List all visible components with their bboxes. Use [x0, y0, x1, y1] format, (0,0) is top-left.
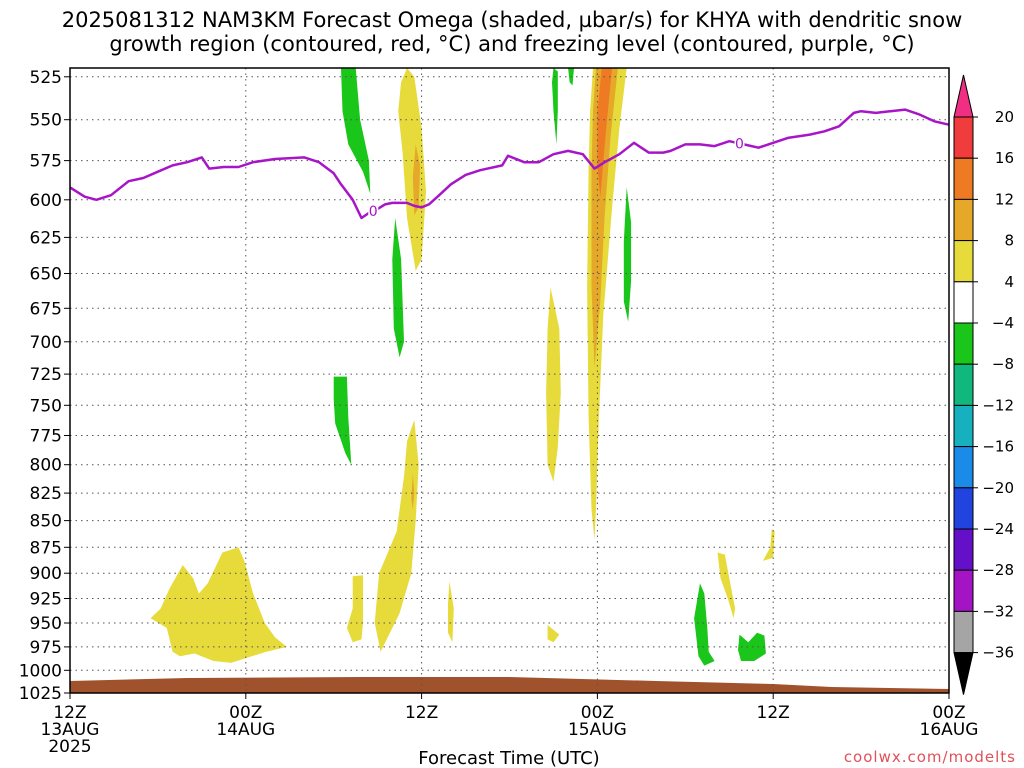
x-tick-label-h36-0: 00Z — [581, 703, 614, 723]
x-tick-label-h36-1: 15AUG — [568, 720, 627, 740]
colorbar-swatch-7 — [953, 363, 974, 406]
omega-region-16 — [150, 547, 287, 663]
y-tick-label-875: 875 — [30, 538, 62, 558]
y-tick-label-950: 950 — [30, 614, 62, 634]
colorbar-label-8: −16 — [982, 438, 1014, 456]
omega-region-3 — [392, 218, 404, 358]
y-tick-label-775: 775 — [30, 427, 62, 447]
colorbar-swatch-11 — [953, 528, 974, 571]
x-tick-label-h12-0: 00Z — [229, 703, 262, 723]
y-tick-label-700: 700 — [30, 333, 62, 353]
y-tick-label-600: 600 — [30, 191, 62, 211]
colorbar-swatch-2 — [953, 157, 974, 200]
colorbar-label-9: −20 — [982, 479, 1014, 497]
freezing-level-line — [69, 108, 950, 220]
colorbar-swatch-8 — [953, 404, 974, 448]
y-tick-label-900: 900 — [30, 564, 62, 584]
colorbar-label-5: −4 — [992, 314, 1014, 332]
colorbar-swatch-9 — [953, 446, 974, 489]
freezing-level-label-0: 0 — [369, 204, 378, 220]
omega-region-1 — [398, 68, 426, 271]
colorbar-swatch-14 — [953, 652, 974, 695]
omega-region-19 — [717, 552, 736, 619]
y-tick-label-825: 825 — [30, 484, 62, 504]
y-tick-label-650: 650 — [30, 265, 62, 285]
chart-title-line-2: growth region (contoured, red, °C) and f… — [109, 32, 914, 56]
omega-colorbar: 20 16 12 8 4 −4 −8 −12 −16 −20 −24 −28 −32 −36 — [953, 74, 1014, 695]
plot-shading — [150, 68, 775, 666]
y-tick-label-1025: 1025 — [19, 684, 62, 704]
plot-grid — [70, 68, 949, 693]
x-tick-label-h12-1: 14AUG — [216, 720, 275, 740]
y-tick-label-725: 725 — [30, 365, 62, 385]
omega-region-4 — [552, 68, 558, 145]
y-axis: 525 550 575 600 625 650 675 700 725 750 775 800 825 8… — [19, 68, 70, 704]
ground-layer — [70, 677, 949, 693]
omega-region-11 — [374, 419, 419, 652]
y-tick-label-800: 800 — [30, 456, 62, 476]
chart-title-line-1: 2025081312 NAM3KM Forecast Omega (shaded… — [62, 8, 963, 32]
omega-region-12 — [411, 473, 415, 510]
colorbar-swatch-0 — [953, 74, 974, 118]
x-tick-label-h0-2: 2025 — [48, 737, 91, 757]
colorbar-label-4: 4 — [1004, 273, 1014, 291]
x-tick-label-h60-0: 00Z — [932, 703, 965, 723]
x-tick-label-h24-0: 12Z — [405, 703, 438, 723]
colorbar-swatch-4 — [953, 240, 974, 283]
y-tick-label-975: 975 — [30, 638, 62, 658]
y-tick-label-750: 750 — [30, 396, 62, 416]
colorbar-label-6: −8 — [992, 355, 1014, 373]
colorbar-label-12: −32 — [982, 602, 1014, 620]
y-tick-label-675: 675 — [30, 299, 62, 319]
omega-region-18 — [694, 583, 715, 666]
omega-region-13 — [333, 376, 352, 465]
omega-region-2 — [412, 144, 421, 215]
y-tick-label-625: 625 — [30, 228, 62, 248]
omega-region-20 — [762, 529, 775, 561]
freezing-label-bg-1 — [734, 135, 745, 152]
colorbar-label-1: 16 — [995, 149, 1014, 167]
colorbar-swatch-10 — [953, 487, 974, 530]
x-tick-label-h0-0: 12Z — [53, 703, 86, 723]
y-tick-label-850: 850 — [30, 512, 62, 532]
x-tick-label-h0-1: 13AUG — [41, 720, 100, 740]
colorbar-label-10: −24 — [982, 520, 1014, 538]
y-tick-label-525: 525 — [30, 68, 62, 88]
omega-region-15 — [448, 581, 454, 643]
credit-text: coolwx.com/modelts — [844, 748, 1016, 766]
colorbar-label-0: 20 — [995, 108, 1014, 126]
colorbar-label-11: −28 — [982, 561, 1014, 579]
omega-region-9 — [623, 187, 632, 322]
omega-region-21 — [738, 632, 766, 661]
colorbar-label-3: 8 — [1004, 232, 1014, 250]
colorbar-swatch-13 — [953, 610, 974, 654]
x-axis-label: Forecast Time (UTC) — [418, 748, 599, 768]
y-tick-label-1000: 1000 — [19, 661, 62, 681]
omega-region-0 — [341, 68, 371, 194]
omega-region-14 — [346, 575, 363, 643]
colorbar-label-7: −12 — [982, 396, 1014, 414]
y-tick-label-575: 575 — [30, 152, 62, 172]
colorbar-label-13: −36 — [982, 644, 1014, 662]
omega-region-10 — [546, 287, 561, 482]
colorbar-swatch-5 — [953, 281, 974, 324]
x-tick-label-h48-0: 12Z — [757, 703, 790, 723]
omega-region-17 — [547, 625, 560, 643]
y-tick-label-925: 925 — [30, 590, 62, 610]
colorbar-swatch-1 — [953, 116, 974, 159]
freezing-level-contour: 00 — [69, 108, 950, 220]
freezing-label-bg-0 — [368, 202, 379, 219]
colorbar-swatch-3 — [953, 198, 974, 242]
x-tick-label-h60-1: 16AUG — [920, 720, 979, 740]
colorbar-swatch-6 — [953, 322, 974, 365]
y-tick-label-550: 550 — [30, 111, 62, 131]
ground-surface — [70, 677, 949, 693]
freezing-level-label-1: 0 — [735, 136, 744, 152]
colorbar-swatch-12 — [953, 569, 974, 612]
colorbar-label-2: 12 — [995, 190, 1014, 208]
plot-frame — [69, 67, 950, 694]
